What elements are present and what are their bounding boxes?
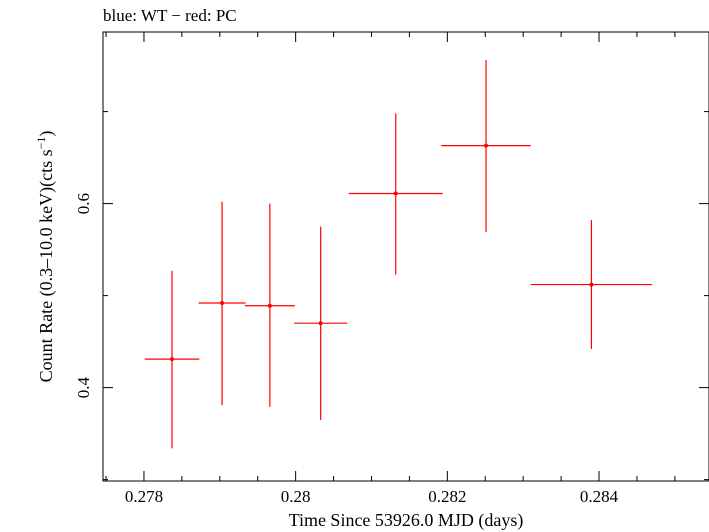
x-tick-label: 0.284 xyxy=(580,487,619,506)
y-tick-label: 0.4 xyxy=(74,376,93,398)
data-point xyxy=(530,220,653,349)
data-point xyxy=(144,270,200,449)
data-point xyxy=(198,201,246,406)
data-marker xyxy=(170,357,175,362)
data-marker xyxy=(267,303,272,308)
data-point xyxy=(294,226,348,420)
chart-title: blue: WT − red: PC xyxy=(103,6,237,25)
data-point xyxy=(244,203,295,407)
data-marker xyxy=(318,321,323,326)
x-axis-label: Time Since 53926.0 MJD (days) xyxy=(289,510,524,531)
data-marker xyxy=(220,300,225,305)
plot-frame xyxy=(102,31,709,482)
data-point xyxy=(441,60,531,233)
data-point xyxy=(348,113,443,275)
x-tick-label: 0.278 xyxy=(125,487,163,506)
x-tick-label: 0.28 xyxy=(281,487,311,506)
y-tick-label: 0.6 xyxy=(74,193,93,214)
data-marker xyxy=(393,191,398,196)
axis-ticks: 0.278 0.28 0.282 0.284 0.4 0.6 xyxy=(74,32,709,506)
data-marker xyxy=(484,143,489,148)
x-tick-label: 0.282 xyxy=(428,487,466,506)
y-axis-label-close: ) xyxy=(36,131,57,137)
y-axis-label-main: Count Rate (0.3–10.0 keV)(cts s xyxy=(36,149,57,382)
y-axis-label-superscript: −1 xyxy=(34,137,48,150)
data-marker xyxy=(589,282,594,287)
y-axis-label: Count Rate (0.3–10.0 keV)(cts s−1) xyxy=(34,131,57,383)
data-points xyxy=(144,60,653,449)
